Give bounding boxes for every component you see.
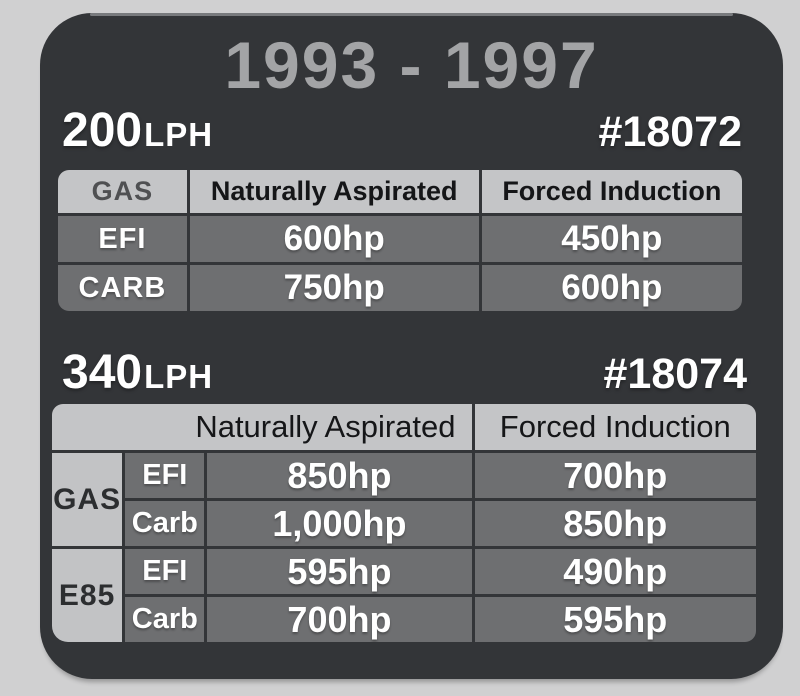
value-340-gas-efi-fi: 700hp xyxy=(474,453,756,498)
col-header-naturally-aspirated: Naturally Aspirated xyxy=(52,404,472,450)
value-340-e85-carb-na: 700hp xyxy=(207,597,472,642)
value-200-carb-na: 750hp xyxy=(189,265,479,311)
row-label-carb: CARB xyxy=(58,265,187,311)
table-row: Carb 700hp 595hp xyxy=(52,597,756,642)
value-340-e85-efi-na: 595hp xyxy=(207,549,472,594)
col-header-gas: GAS xyxy=(58,170,187,213)
value-200-efi-fi: 450hp xyxy=(481,216,742,262)
flow-rate-unit: LPH xyxy=(144,116,214,153)
part-number-18072: #18072 xyxy=(598,108,743,156)
table-row: E85 EFI 595hp 490hp xyxy=(52,549,756,642)
value-340-gas-efi-na: 850hp xyxy=(207,453,472,498)
fuel-group-e85: E85 xyxy=(52,549,123,642)
table-row: GAS EFI 850hp 700hp xyxy=(52,453,756,546)
value-200-carb-fi: 600hp xyxy=(481,265,742,311)
table-row: CARB 750hp 600hp xyxy=(58,265,742,311)
year-range-title: 1993 - 1997 xyxy=(224,28,599,102)
fuel-group-gas: GAS xyxy=(52,453,123,546)
value-340-gas-carb-fi: 850hp xyxy=(474,501,756,546)
value-200-efi-na: 600hp xyxy=(189,216,479,262)
table-row: EFI 600hp 450hp xyxy=(58,216,742,262)
section-header-200lph: 200LPH #18072 xyxy=(62,103,742,158)
value-340-gas-carb-na: 1,000hp xyxy=(207,501,472,546)
hp-table-200lph: GAS Naturally Aspirated Forced Induction… xyxy=(55,167,745,314)
hp-table-340lph: Naturally Aspirated Forced Induction GAS… xyxy=(49,401,759,645)
value-340-e85-carb-fi: 595hp xyxy=(474,597,756,642)
table-header-row: GAS Naturally Aspirated Forced Induction xyxy=(58,170,742,213)
row-label-efi: EFI xyxy=(125,453,205,498)
row-label-efi: EFI xyxy=(58,216,187,262)
section-header-340lph: 340LPH #18074 xyxy=(62,345,747,400)
table-header-row: Naturally Aspirated Forced Induction xyxy=(52,404,756,450)
flow-rate-340: 340LPH xyxy=(62,345,213,400)
row-label-efi: EFI xyxy=(125,549,205,594)
col-header-forced-induction: Forced Induction xyxy=(481,170,742,213)
flow-rate-value: 200 xyxy=(62,104,143,157)
row-label-carb: Carb xyxy=(125,501,205,546)
flow-rate-200: 200LPH xyxy=(62,103,213,158)
part-number-18074: #18074 xyxy=(603,350,748,398)
col-header-forced-induction: Forced Induction xyxy=(474,404,756,450)
spec-card: 1993 - 1997 200LPH #18072 GAS Naturally … xyxy=(40,13,783,679)
flow-rate-value: 340 xyxy=(62,346,143,399)
flow-rate-unit: LPH xyxy=(144,358,214,395)
table-row: Carb 1,000hp 850hp xyxy=(52,501,756,546)
row-label-carb: Carb xyxy=(125,597,205,642)
value-340-e85-efi-fi: 490hp xyxy=(474,549,756,594)
col-header-naturally-aspirated: Naturally Aspirated xyxy=(189,170,479,213)
